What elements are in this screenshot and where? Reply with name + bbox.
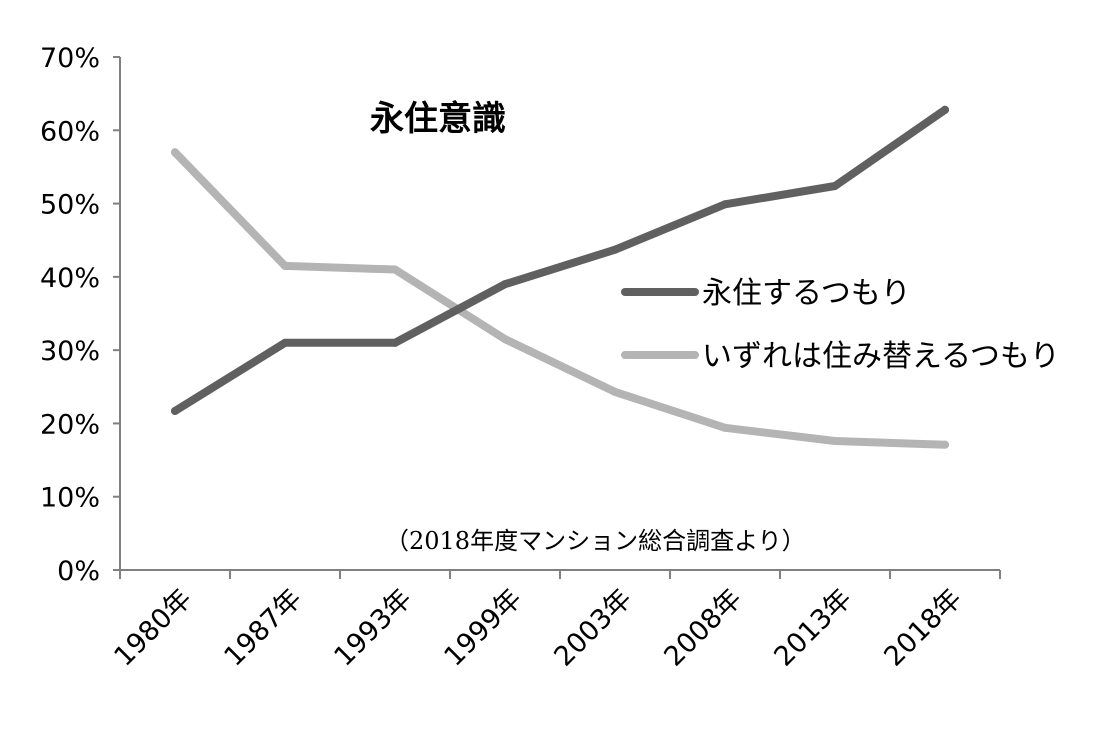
x-axis-ticks: 1980年 1987年 1993年 1999年 2003年 2008年 2013年 2018年 [108,570,1001,673]
data-point [611,245,619,254]
data-point [501,335,509,344]
data-point [281,261,289,270]
series-line-1 [171,148,949,449]
data-point [831,181,839,190]
legend-label: いずれは住み替えるつもり [702,339,1060,374]
x-tick-label: 1987年 [218,583,308,673]
data-point [391,265,399,274]
data-point [941,105,949,114]
legend-label: 永住するつもり [702,276,911,311]
x-tick-label: 2013年 [768,583,858,673]
y-tick-label: 70% [40,43,100,74]
series-line-0 [171,105,949,415]
x-tick-label: 2018年 [878,583,968,673]
y-tick-label: 40% [40,263,100,294]
data-point [941,440,949,449]
source-note: （2018年度マンション総合調査より） [385,527,806,555]
data-point [721,423,729,432]
y-tick-label: 50% [40,190,100,221]
data-point [501,280,509,289]
y-tick-label: 60% [40,116,100,147]
y-tick-label: 30% [40,336,100,367]
x-tick-label: 1980年 [108,583,198,673]
x-tick-label: 2008年 [658,583,748,673]
y-axis-ticks: 0% 10% 20% 30% 40% 50% 60% 70% [40,43,120,587]
data-point [391,338,399,347]
data-point [171,148,179,157]
y-tick-label: 10% [40,483,100,514]
x-tick-label: 1993年 [328,583,418,673]
data-point [611,387,619,396]
x-tick-label: 1999年 [438,583,528,673]
x-tick-label: 2003年 [548,583,638,673]
series-layer [171,105,949,449]
data-point [831,437,839,446]
data-point [281,338,289,347]
data-point [721,200,729,209]
y-tick-label: 0% [57,556,100,587]
data-point [171,406,179,415]
y-tick-label: 20% [40,409,100,440]
chart-title: 永住意識 [370,99,506,139]
